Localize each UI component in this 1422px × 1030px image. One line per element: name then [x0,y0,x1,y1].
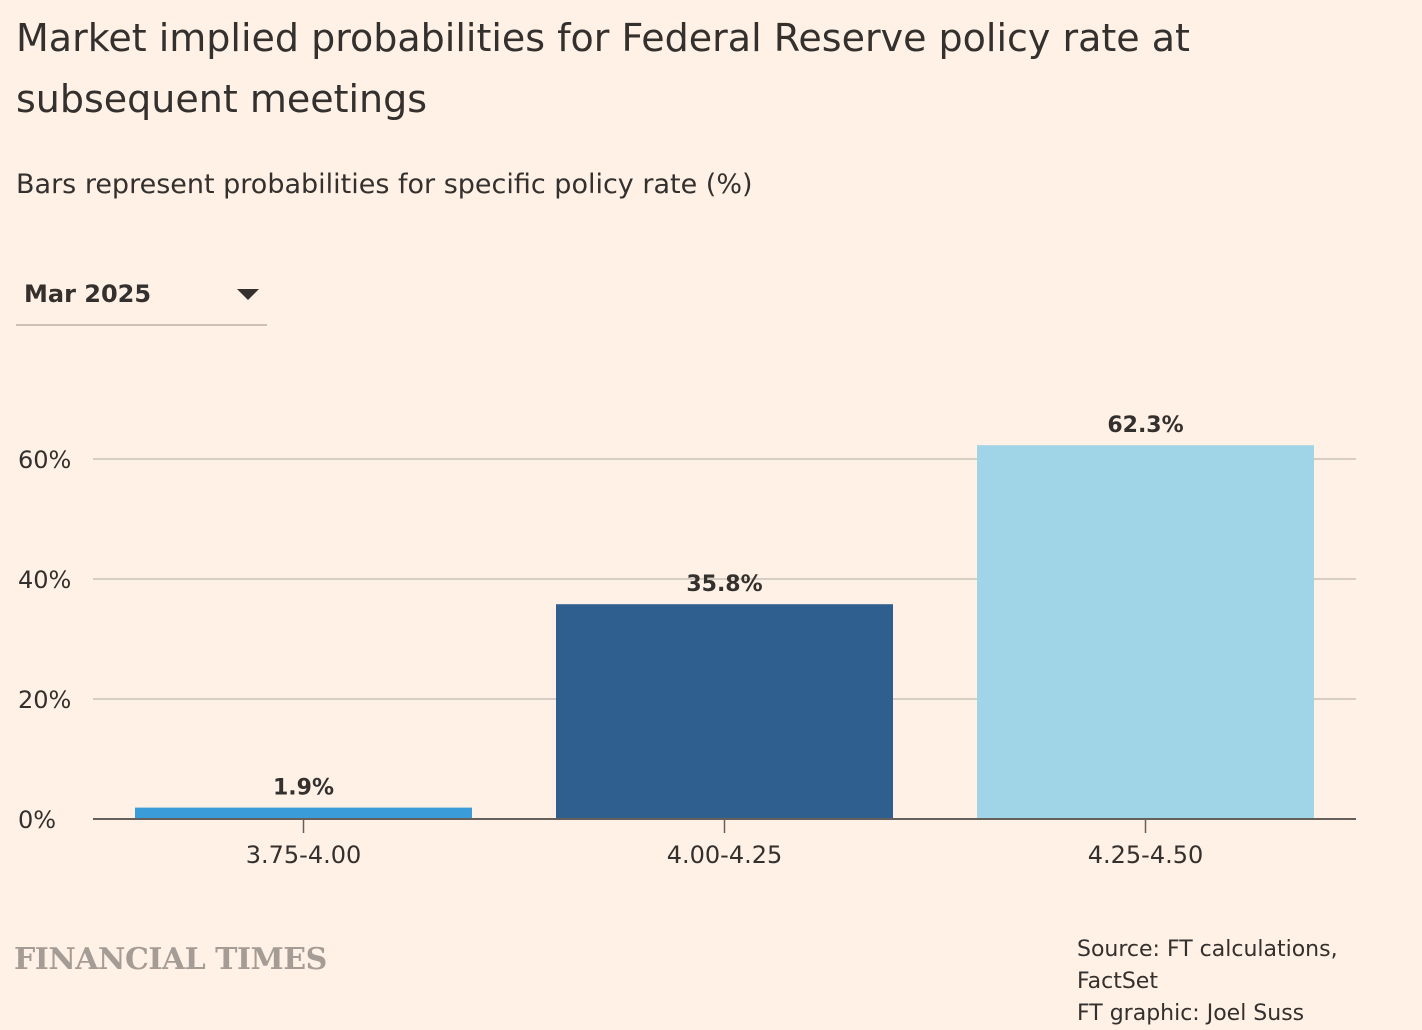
x-tick-label: 4.00-4.25 [667,841,783,869]
y-tick-label: 20% [18,686,71,714]
ft-logo: FINANCIAL TIMES [14,942,327,977]
source-notes: Source: FT calculations, FactSet FT grap… [1077,934,1422,1030]
graphic-credit: FT graphic: Joel Suss [1077,1001,1305,1026]
meeting-date-selected-value: Mar 2025 [24,280,152,308]
bar-chart: 0% 20% 40% 60% 1.9% 35.8% 62.3% 3.75-4.00 4.00… [18,413,1356,869]
x-axis: 3.75-4.00 4.00-4.25 4.25-4.50 [93,818,1356,869]
x-tick-label: 4.25-4.50 [1088,841,1204,869]
data-label: 62.3% [1107,413,1183,438]
y-axis-tick-labels: 0% 20% 40% 60% [18,446,71,834]
data-label: 35.8% [686,572,762,597]
bar-4.25-4.50 [977,445,1314,819]
chart-title: Market implied probabilities for Federal… [16,16,1190,121]
y-tick-label: 0% [18,806,56,834]
y-tick-label: 40% [18,566,71,594]
bar-3.75-4.00 [135,807,472,819]
bars [135,445,1314,819]
data-labels: 1.9% 35.8% 62.3% [273,413,1184,800]
source-text: Source: FT calculations, FactSet [1077,937,1338,994]
caret-down-icon[interactable] [237,289,259,300]
meeting-date-select[interactable]: Mar 2025 [16,272,267,326]
y-tick-label: 60% [18,446,71,474]
chart-subtitle: Bars represent probabilities for specifi… [16,169,753,200]
x-tick-label: 3.75-4.00 [246,841,362,869]
bar-4.00-4.25 [556,604,893,819]
data-label: 1.9% [273,776,334,801]
